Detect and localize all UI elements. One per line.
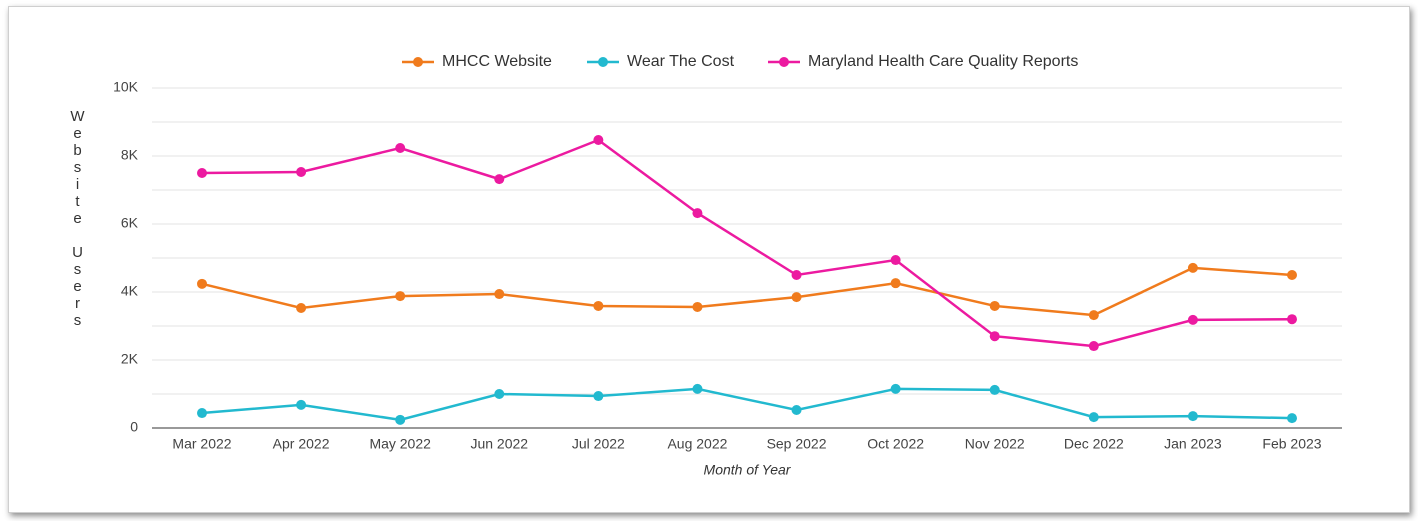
y-tick-label: 4K [121,283,139,299]
x-tick-label: Sep 2022 [767,436,827,452]
series-line [201,387,1293,422]
data-point [197,278,207,289]
data-point [296,302,307,313]
x-tick-label: Jul 2022 [572,436,625,452]
y-tick-label: 6K [121,215,139,231]
legend-label: Maryland Health Care Quality Reports [808,53,1078,70]
data-point [395,291,406,302]
legend-marker [779,57,789,67]
data-point [890,383,901,394]
data-point [1088,412,1099,423]
y-tick-label: 10K [113,79,139,95]
y-tick-label: 8K [121,147,139,163]
legend-label: Wear The Cost [627,53,735,70]
x-tick-label: Dec 2022 [1064,436,1124,452]
data-point [197,168,207,178]
data-point [395,143,406,154]
series-line [201,266,1293,317]
x-tick-label: Nov 2022 [965,436,1025,452]
x-tick-label: Aug 2022 [667,436,727,452]
data-point [296,166,307,177]
x-axis-label: Month of Year [704,462,792,478]
data-point [494,289,505,300]
data-point [1088,310,1099,321]
data-point [494,174,505,185]
data-point [989,331,1000,342]
data-point [692,383,703,394]
legend-marker [598,57,608,67]
legend-label: MHCC Website [442,53,552,70]
data-point [692,301,703,312]
x-tick-label: Jan 2023 [1164,436,1222,452]
series-line [201,138,1293,348]
data-point [791,404,802,415]
legend-marker [413,57,423,67]
data-point [197,408,207,419]
data-point [989,384,1000,395]
data-point [1287,314,1297,325]
data-point [593,300,604,311]
x-tick-label: Feb 2023 [1262,436,1321,452]
x-tick-label: Mar 2022 [172,436,231,452]
data-point [494,389,505,399]
y-tick-label: 0 [130,419,138,435]
data-point [593,135,604,146]
x-tick-label: Apr 2022 [273,436,330,452]
x-tick-label: May 2022 [369,436,431,452]
data-point [989,300,1000,311]
data-point [395,414,406,425]
data-point [791,270,802,280]
data-point [1287,413,1297,424]
data-point [1187,262,1198,273]
data-point [593,391,604,402]
x-tick-label: Jun 2022 [470,436,528,452]
data-point [791,292,802,303]
data-point [296,399,307,410]
data-point [1187,411,1198,422]
data-point [692,208,703,219]
y-axis-label: Website Users [69,108,86,329]
y-tick-label: 2K [121,351,139,367]
data-point [1287,270,1297,280]
data-point [890,278,901,289]
data-point [890,255,901,266]
data-point [1187,314,1198,325]
x-tick-label: Oct 2022 [867,436,924,452]
data-point [1088,341,1099,352]
